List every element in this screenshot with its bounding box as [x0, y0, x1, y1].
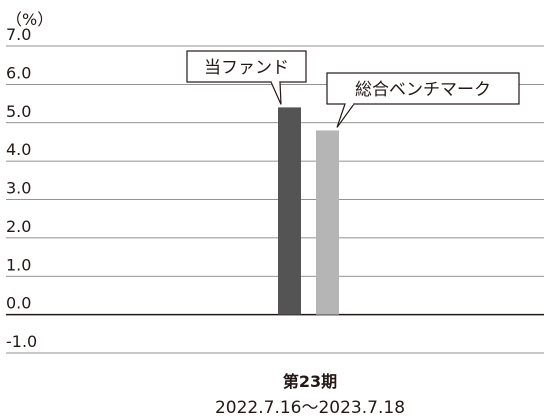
y-tick-label: 4.0: [6, 140, 31, 159]
callout-benchmark: 総合ベンチマーク: [326, 72, 520, 128]
y-tick-label: 6.0: [6, 63, 31, 82]
bar-benchmark: [316, 130, 339, 315]
y-tick-label: 7.0: [6, 25, 31, 44]
y-tick-labels: 7.0 6.0 5.0 4.0 3.0 2.0 1.0 0.0 -1.0: [6, 25, 37, 351]
y-tick-label: 1.0: [6, 255, 31, 274]
y-tick-label: 0.0: [6, 294, 31, 313]
callout-fund: 当ファンド: [186, 50, 307, 105]
callout-pointer: [336, 103, 355, 128]
period-label: 2022.7.16～2023.7.18: [215, 398, 405, 418]
callout-label: 総合ベンチマーク: [355, 80, 491, 100]
gridlines: [6, 45, 544, 354]
bars: [278, 107, 339, 315]
unit-label: （%）: [6, 10, 53, 29]
callout-label: 当ファンド: [204, 58, 289, 78]
callout-box: [326, 72, 520, 105]
callout-box: [186, 50, 307, 83]
y-tick-label: 5.0: [6, 102, 31, 121]
bar-fund: [278, 107, 301, 315]
y-tick-label: 2.0: [6, 217, 31, 236]
callout-pointer: [270, 81, 282, 105]
category-label: 第23期: [283, 372, 337, 391]
y-tick-label: -1.0: [6, 332, 37, 351]
y-tick-label: 3.0: [6, 179, 31, 198]
